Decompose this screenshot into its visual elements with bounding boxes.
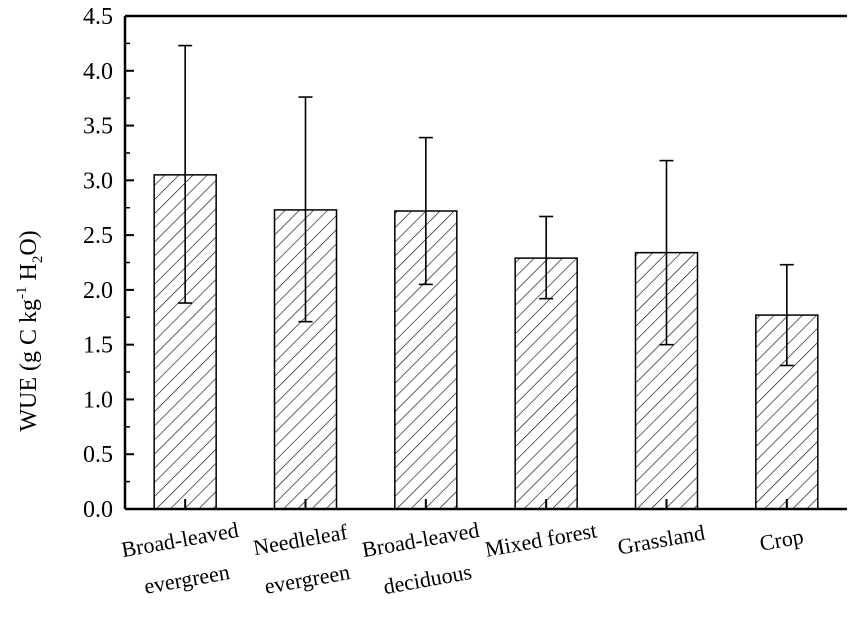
x-tick-label-line: Needleleaf xyxy=(251,519,350,560)
y-axis-title: WUE (g C kg-1 H2O) xyxy=(14,230,46,431)
y-tick-label: 4.5 xyxy=(83,4,113,30)
y-axis-title-mid: H xyxy=(16,263,42,286)
y-axis-title-prefix: WUE (g C kg xyxy=(16,299,42,432)
y-tick-label: 1.0 xyxy=(83,387,113,413)
x-tick-label: Broad-leavedevergreen xyxy=(119,517,247,602)
x-tick-label-line: Broad-leaved xyxy=(119,517,240,562)
y-tick-label: 2.5 xyxy=(83,223,113,249)
y-tick-label: 1.5 xyxy=(83,333,113,359)
x-tick-label: Broad-leaveddeciduous xyxy=(360,517,488,602)
y-tick-label: 0.5 xyxy=(83,442,113,468)
x-tick-label-line: Grassland xyxy=(616,520,707,560)
bars-layer xyxy=(153,44,819,510)
y-tick-label: 4.0 xyxy=(83,59,113,85)
x-tick-label-line: Crop xyxy=(758,523,806,555)
x-tick-label-line: evergreen xyxy=(262,559,351,599)
y-tick-label: 3.0 xyxy=(83,168,113,194)
x-tick-label-line: deciduous xyxy=(381,559,473,599)
x-tick-label-line: Mixed forest xyxy=(483,517,599,561)
y-axis-title-suffix: O) xyxy=(16,230,42,255)
y-tick-label: 3.5 xyxy=(83,114,113,140)
axes-layer xyxy=(123,14,847,511)
y-axis-title-sub: 2 xyxy=(30,256,46,264)
x-tick-label: Crop xyxy=(758,523,806,555)
y-tick-label: 2.0 xyxy=(83,278,113,304)
y-tick-label: 0.0 xyxy=(83,497,113,523)
x-tick-label-line: evergreen xyxy=(142,559,231,599)
x-tick-label: Needleleafevergreen xyxy=(251,519,357,600)
y-axis-title-sup: -1 xyxy=(14,287,30,300)
x-tick-label-line: Broad-leaved xyxy=(360,517,481,562)
x-tick-label: Grassland xyxy=(616,520,707,560)
x-tick-label: Mixed forest xyxy=(483,517,599,561)
